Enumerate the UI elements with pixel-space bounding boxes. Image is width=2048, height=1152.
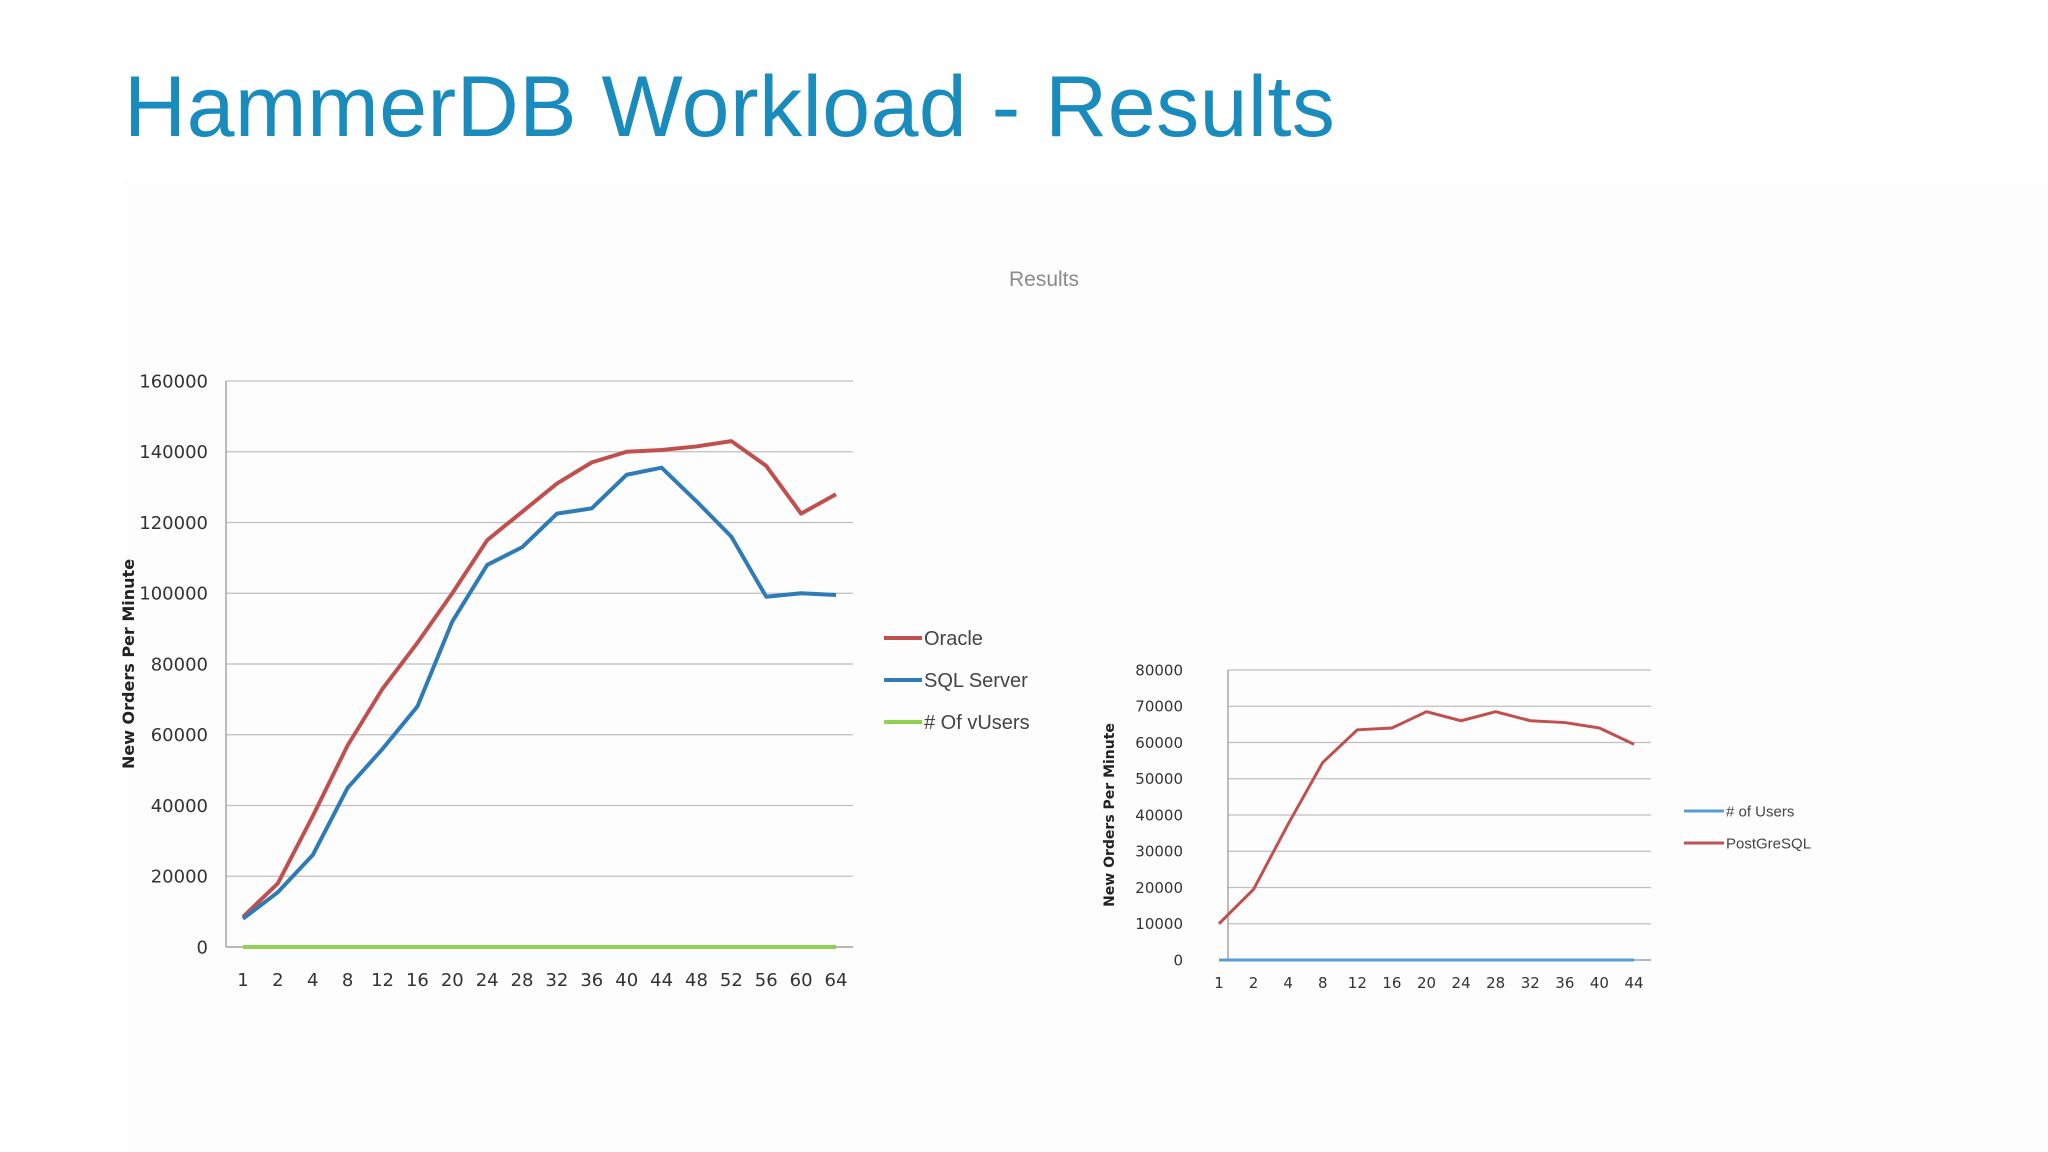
- chart2-x-tick-label: 12: [1348, 974, 1367, 992]
- chart1-x-tick-label: 32: [545, 970, 568, 991]
- chart2-x-tick-label: 1: [1214, 974, 1224, 992]
- chart2-y-tick-label: 80000: [1135, 661, 1183, 679]
- chart2-y-axis-label: New Orders Per Minute: [1102, 723, 1118, 907]
- chart1-x-tick-label: 48: [685, 970, 708, 991]
- chart2-x-tick-label: 40: [1590, 974, 1609, 992]
- chart2-x-tick-label: 16: [1382, 974, 1401, 992]
- chart2-y-tick-label: 30000: [1135, 843, 1183, 861]
- chart1-x-tick-label: 36: [580, 970, 603, 991]
- chart1-legend-label: # Of vUsers: [924, 712, 1030, 734]
- chart1-x-tick-label: 4: [307, 970, 318, 991]
- chart1-x-tick-label: 28: [511, 970, 534, 991]
- chart1-x-tick-label: 2: [272, 970, 283, 991]
- chart1-x-tick-label: 12: [371, 970, 394, 991]
- chart2-legend-label: # of Users: [1726, 803, 1794, 820]
- chart2-y-tick-label: 20000: [1135, 879, 1183, 897]
- chart1-y-tick-label: 100000: [139, 584, 208, 605]
- chart2-x-tick-label: 8: [1318, 974, 1328, 992]
- chart1-x-tick-label: 8: [342, 970, 353, 991]
- chart1-x-tick-label: 24: [476, 970, 499, 991]
- chart1-x-tick-label: 64: [825, 970, 848, 991]
- chart2-series-line-2: [1219, 712, 1634, 924]
- chart1-x-tick-label: 20: [441, 970, 464, 991]
- chart2-y-tick-label: 0: [1173, 951, 1183, 969]
- chart2-y-tick-label: 70000: [1135, 698, 1183, 716]
- chart1-series-line-1: [243, 441, 836, 917]
- chart2-x-tick-label: 36: [1555, 974, 1574, 992]
- chart1-x-tick-label: 1: [237, 970, 248, 991]
- chart1-y-axis-label: New Orders Per Minute: [119, 559, 138, 769]
- chart2-x-tick-label: 4: [1283, 974, 1293, 992]
- chart2-y-tick-label: 40000: [1135, 806, 1183, 824]
- chart1-y-tick-label: 20000: [151, 867, 208, 888]
- chart1-x-tick-label: 52: [720, 970, 743, 991]
- chart2-x-tick-label: 44: [1624, 974, 1643, 992]
- chart1-y-tick-label: 80000: [151, 654, 208, 675]
- chart2-y-tick-label: 60000: [1135, 734, 1183, 752]
- chart1-x-tick-label: 60: [790, 970, 813, 991]
- chart1-y-tick-label: 120000: [139, 513, 208, 534]
- chart2-x-tick-label: 20: [1417, 974, 1436, 992]
- chart2-y-tick-label: 50000: [1135, 770, 1183, 788]
- chart2-x-tick-label: 24: [1452, 974, 1471, 992]
- chart2-x-tick-label: 28: [1486, 974, 1505, 992]
- chart1-x-tick-label: 56: [755, 970, 778, 991]
- chart1-y-tick-label: 140000: [139, 442, 208, 463]
- chart2-x-tick-label: 32: [1521, 974, 1540, 992]
- chart2-legend-label: PostGreSQL: [1726, 835, 1811, 852]
- chart1-legend-label: SQL Server: [924, 670, 1028, 692]
- chart1-series-line-2: [243, 468, 836, 919]
- chart1-y-tick-label: 40000: [151, 796, 208, 817]
- chart1-x-tick-label: 16: [406, 970, 429, 991]
- chart1-x-tick-label: 44: [650, 970, 673, 991]
- chart2-x-tick-label: 2: [1249, 974, 1259, 992]
- chart1-y-tick-label: 160000: [139, 371, 208, 392]
- chart2-y-tick-label: 10000: [1135, 915, 1183, 933]
- chart1-legend-label: Oracle: [924, 628, 983, 650]
- chart1-y-tick-label: 60000: [151, 725, 208, 746]
- chart1-y-tick-label: 0: [197, 937, 208, 958]
- chart1-x-tick-label: 40: [615, 970, 638, 991]
